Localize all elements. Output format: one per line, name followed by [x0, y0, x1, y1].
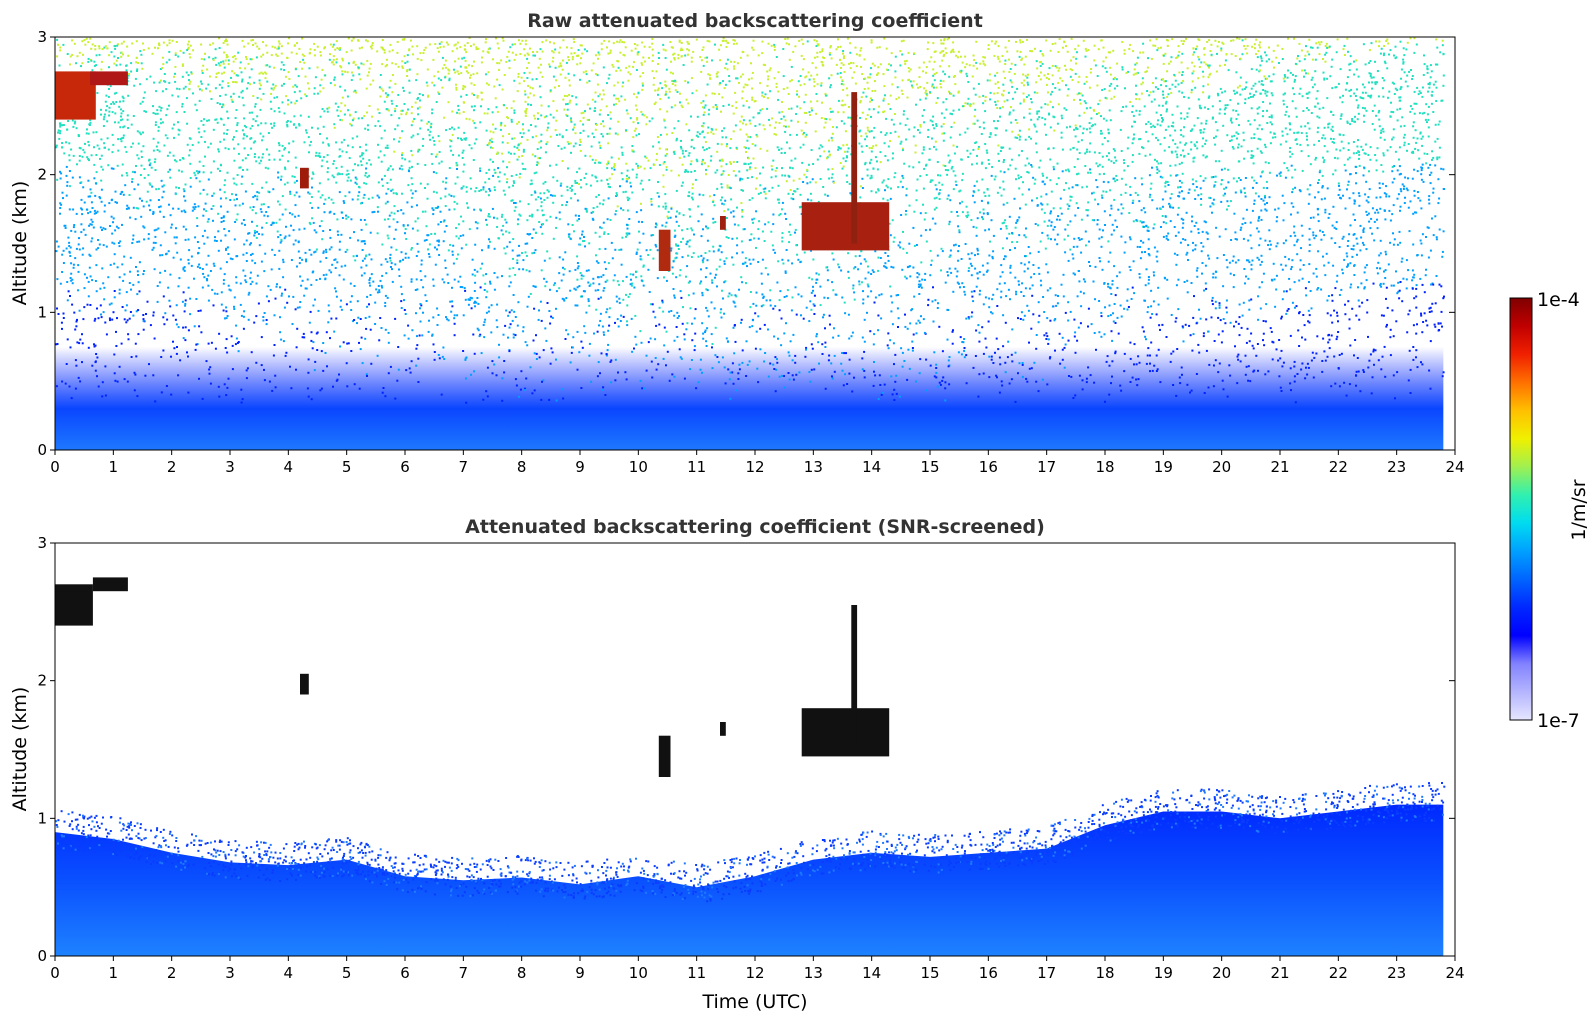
screened-x-tick-label: 0: [50, 964, 60, 982]
x-axis-label: Time (UTC): [701, 991, 807, 1013]
screened-cloud-feature: [300, 673, 309, 695]
raw-x-tick-label: 23: [1387, 458, 1406, 476]
raw-x-tick-label: 22: [1329, 458, 1348, 476]
screened-x-tick-label: 23: [1387, 964, 1406, 982]
raw-x-tick-label: 4: [284, 458, 294, 476]
screened-x-tick-label: 19: [1154, 964, 1173, 982]
screened-x-tick-label: 3: [225, 964, 235, 982]
screened-x-tick-label: 8: [517, 964, 527, 982]
raw-x-tick-label: 5: [342, 458, 352, 476]
raw-x-tick-label: 20: [1212, 458, 1231, 476]
screened-x-tick-label: 21: [1270, 964, 1289, 982]
raw-x-tick-label: 3: [225, 458, 235, 476]
raw-y-axis-label: Altitude (km): [9, 181, 31, 306]
raw-cloud-feature: [720, 216, 726, 230]
screened-x-tick-label: 18: [1095, 964, 1114, 982]
screened-cloud-feature: [55, 584, 93, 626]
screened-cloud-feature: [720, 722, 726, 736]
raw-x-tick-label: 8: [517, 458, 527, 476]
screened-cloud-feature: [851, 605, 858, 750]
screened-x-tick-label: 7: [459, 964, 469, 982]
colorbar-unit-label: 1/m/sr: [1568, 479, 1590, 540]
raw-x-tick-label: 19: [1154, 458, 1173, 476]
raw-x-tick-label: 9: [575, 458, 585, 476]
screened-x-tick-label: 10: [629, 964, 648, 982]
raw-x-tick-label: 0: [50, 458, 60, 476]
screened-axis-ticks: 0 1 2 3 4 5 6 7 8 9 10 11 12 13 14 15 16 17 18 19 20 21 22 23 24…: [37, 534, 1464, 982]
raw-cloud-feature: [801, 202, 890, 251]
screened-x-tick-label: 6: [400, 964, 410, 982]
screened-x-tick-label: 24: [1445, 964, 1464, 982]
raw-heatmap: [55, 37, 1446, 450]
raw-x-tick-label: 15: [920, 458, 939, 476]
raw-axis-ticks: 0 1 2 3 4 5 6 7 8 9 10 11 12 13 14 15 16 17 18 19 20 21 22 23 24…: [37, 28, 1464, 476]
raw-x-tick-label: 13: [804, 458, 823, 476]
screened-x-tick-label: 22: [1329, 964, 1348, 982]
raw-x-tick-label: 16: [979, 458, 998, 476]
raw-cloud-feature: [300, 167, 309, 189]
screened-heatmap: [55, 577, 1446, 956]
raw-cloud-feature: [851, 92, 858, 244]
raw-x-tick-label: 17: [1037, 458, 1056, 476]
raw-x-tick-label: 7: [459, 458, 469, 476]
screened-panel-title: Attenuated backscattering coefficient (S…: [465, 516, 1045, 538]
raw-y-tick-label: 3: [37, 28, 47, 46]
screened-x-tick-label: 1: [109, 964, 119, 982]
screened-x-tick-label: 5: [342, 964, 352, 982]
raw-y-tick-label: 0: [37, 441, 47, 459]
screened-x-tick-label: 9: [575, 964, 585, 982]
screened-x-tick-label: 14: [862, 964, 881, 982]
raw-y-tick-label: 2: [37, 166, 47, 184]
screened-y-tick-label: 3: [37, 534, 47, 552]
raw-panel-title: Raw attenuated backscattering coefficien…: [527, 10, 983, 32]
raw-cloud-feature: [90, 71, 128, 86]
raw-x-tick-label: 18: [1095, 458, 1114, 476]
screened-y-tick-label: 0: [37, 947, 47, 965]
screened-cloud-feature: [658, 735, 671, 777]
raw-backscatter-panel: Raw attenuated backscattering coefficien…: [9, 10, 1465, 476]
colorbar-gradient: [1509, 297, 1533, 721]
screened-y-axis-label: Altitude (km): [9, 687, 31, 812]
raw-y-tick-label: 1: [37, 303, 47, 321]
raw-cloud-feature: [55, 71, 96, 120]
raw-x-tick-label: 11: [687, 458, 706, 476]
raw-x-tick-label: 6: [400, 458, 410, 476]
screened-x-tick-label: 20: [1212, 964, 1231, 982]
screened-x-tick-label: 16: [979, 964, 998, 982]
boundary-layer-edge: [55, 782, 1446, 903]
boundary-layer: [55, 804, 1444, 956]
screened-cloud-feature: [92, 577, 128, 592]
raw-x-tick-label: 24: [1445, 458, 1464, 476]
raw-cloud-feature: [658, 229, 671, 271]
raw-x-tick-label: 21: [1270, 458, 1289, 476]
colorbar: 1e-4 1e-7 1/m/sr: [1509, 289, 1590, 732]
raw-x-tick-label: 12: [745, 458, 764, 476]
screened-y-tick-label: 1: [37, 809, 47, 827]
screened-x-tick-label: 12: [745, 964, 764, 982]
colorbar-max-label: 1e-4: [1537, 289, 1580, 311]
colorbar-min-label: 1e-7: [1537, 710, 1580, 732]
screened-x-tick-label: 11: [687, 964, 706, 982]
aerosol-layer: [55, 346, 1444, 450]
raw-x-tick-label: 2: [167, 458, 177, 476]
screened-x-tick-label: 15: [920, 964, 939, 982]
screened-x-tick-label: 17: [1037, 964, 1056, 982]
raw-x-tick-label: 10: [629, 458, 648, 476]
screened-x-tick-label: 2: [167, 964, 177, 982]
screened-y-tick-label: 2: [37, 672, 47, 690]
screened-backscatter-panel: Attenuated backscattering coefficient (S…: [9, 516, 1465, 1013]
screened-x-tick-label: 13: [804, 964, 823, 982]
raw-x-tick-label: 1: [109, 458, 119, 476]
raw-x-tick-label: 14: [862, 458, 881, 476]
screened-cloud-feature: [801, 708, 890, 757]
screened-x-tick-label: 4: [284, 964, 294, 982]
noise-speckle: [55, 37, 1446, 404]
